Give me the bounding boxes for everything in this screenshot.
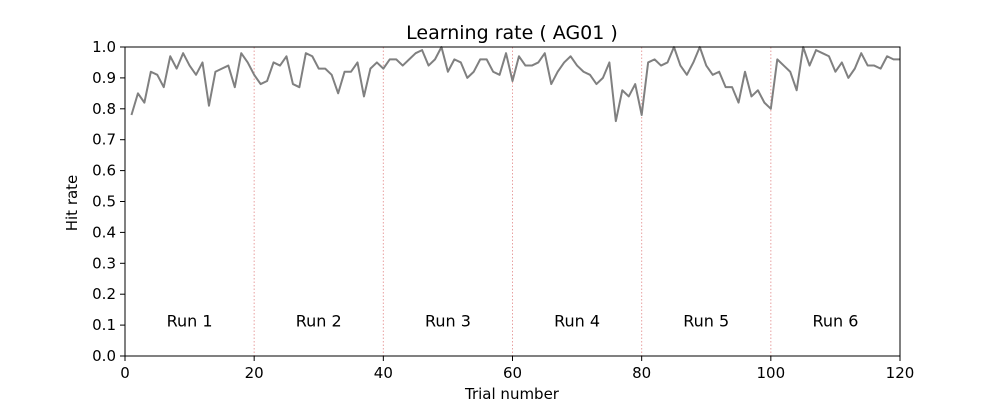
- y-axis-label: Hit rate: [63, 175, 81, 232]
- run-dividers: [253, 47, 772, 356]
- y-tick-label-0: 0.0: [92, 347, 116, 365]
- run-labels: Run 1 Run 2 Run 3 Run 4 Run 5 Run 6: [167, 311, 859, 330]
- run-label-3: Run 3: [425, 311, 471, 330]
- x-tick-label-3: 60: [503, 364, 522, 382]
- x-tick-label-2: 40: [374, 364, 393, 382]
- y-tick-label-1: 0.1: [92, 316, 116, 334]
- y-tick-label-2: 0.2: [92, 285, 116, 303]
- x-axis-label: Trial number: [464, 385, 560, 400]
- data-series: [130, 46, 900, 123]
- x-tick-label-1: 20: [245, 364, 264, 382]
- y-tick-label-4: 0.4: [92, 223, 116, 241]
- y-tick-label-8: 0.8: [92, 100, 116, 118]
- run-label-6: Run 6: [812, 311, 858, 330]
- axes: 0 20 40 60 80 100 120 0.0 0.1 0.2 0.3 0.4 0.5 0.6 0.7 0…: [92, 38, 914, 382]
- series-line-1: [130, 46, 900, 123]
- run-label-2: Run 2: [296, 311, 342, 330]
- x-tick-label-5: 100: [757, 364, 786, 382]
- y-tick-label-5: 0.5: [92, 193, 116, 211]
- y-tick-label-10: 1.0: [92, 38, 116, 56]
- chart-title: Learning rate ( AG01 ): [406, 22, 618, 44]
- y-tick-label-6: 0.6: [92, 162, 116, 180]
- run-label-4: Run 4: [554, 311, 600, 330]
- y-tick-label-3: 0.3: [92, 254, 116, 272]
- x-tick-label-6: 120: [886, 364, 915, 382]
- x-tick-label-0: 0: [120, 364, 130, 382]
- run-label-5: Run 5: [683, 311, 729, 330]
- x-tick-label-4: 80: [632, 364, 651, 382]
- y-tick-label-9: 0.9: [92, 69, 116, 87]
- run-label-1: Run 1: [167, 311, 213, 330]
- y-tick-label-7: 0.7: [92, 131, 116, 149]
